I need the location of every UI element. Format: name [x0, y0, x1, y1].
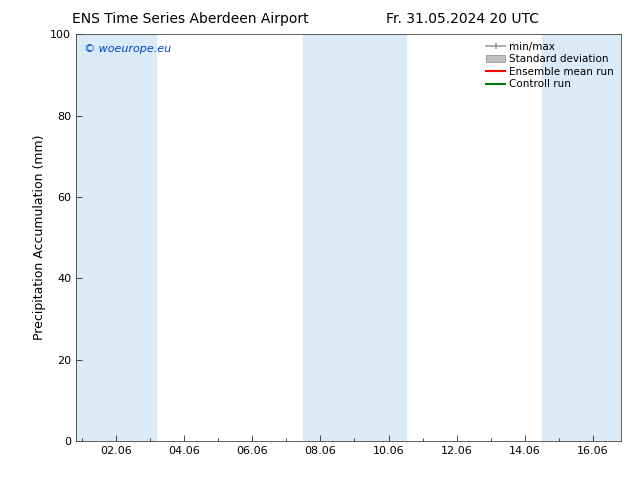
Bar — [542, 34, 621, 441]
Text: Fr. 31.05.2024 20 UTC: Fr. 31.05.2024 20 UTC — [386, 12, 540, 26]
Y-axis label: Precipitation Accumulation (mm): Precipitation Accumulation (mm) — [33, 135, 46, 341]
Text: ENS Time Series Aberdeen Airport: ENS Time Series Aberdeen Airport — [72, 12, 309, 26]
Text: © woeurope.eu: © woeurope.eu — [84, 45, 171, 54]
Bar — [304, 34, 406, 441]
Bar — [76, 34, 156, 441]
Legend: min/max, Standard deviation, Ensemble mean run, Controll run: min/max, Standard deviation, Ensemble me… — [484, 40, 616, 92]
